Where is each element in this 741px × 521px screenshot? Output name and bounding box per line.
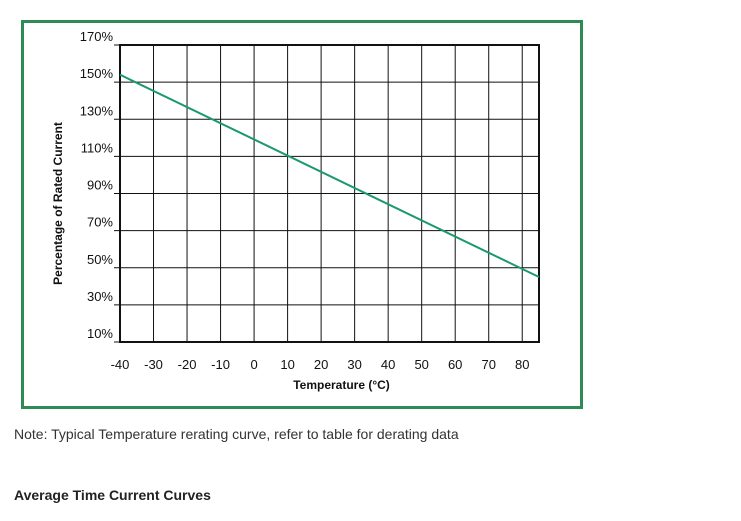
x-tick-label: 80 xyxy=(515,357,529,372)
x-tick-label: 40 xyxy=(381,357,395,372)
y-tick-label: 70% xyxy=(87,215,113,230)
section-heading: Average Time Current Curves xyxy=(14,487,211,503)
x-tick-label: 50 xyxy=(414,357,428,372)
x-axis-title: Temperature (°C) xyxy=(293,378,390,392)
y-tick-label: 10% xyxy=(87,326,113,341)
y-tick-label: 110% xyxy=(81,140,114,155)
y-tick-label: 130% xyxy=(80,103,114,118)
chart-note: Note: Typical Temperature rerating curve… xyxy=(14,426,459,442)
x-tick-label: 20 xyxy=(314,357,328,372)
x-tick-label: 60 xyxy=(448,357,462,372)
x-tick-label: 0 xyxy=(250,357,257,372)
y-tick-label: 150% xyxy=(80,66,114,81)
chart-frame: 10% 30% 50% 70% 90% 110% 130% 150% 170% -40 -30 -20… xyxy=(21,20,583,409)
y-tick-label: 30% xyxy=(87,289,113,304)
x-tick-label: -10 xyxy=(211,357,230,372)
x-tick-label: -40 xyxy=(111,357,130,372)
x-tick-label: 70 xyxy=(481,357,495,372)
x-tick-label: 30 xyxy=(347,357,361,372)
derating-curve-line xyxy=(119,73,540,278)
x-tick-label: -20 xyxy=(178,357,197,372)
y-tick-label: 170% xyxy=(80,29,114,44)
x-tick-label: 10 xyxy=(280,357,294,372)
derating-chart: 10% 30% 50% 70% 90% 110% 130% 150% 170% -40 -30 -20… xyxy=(51,29,540,392)
x-tick-label: -30 xyxy=(144,357,163,372)
plot-border xyxy=(119,44,540,343)
y-tick-label: 90% xyxy=(87,178,113,193)
y-axis-title: Percentage of Rated Current xyxy=(51,122,65,285)
y-tick-label: 50% xyxy=(87,252,113,267)
